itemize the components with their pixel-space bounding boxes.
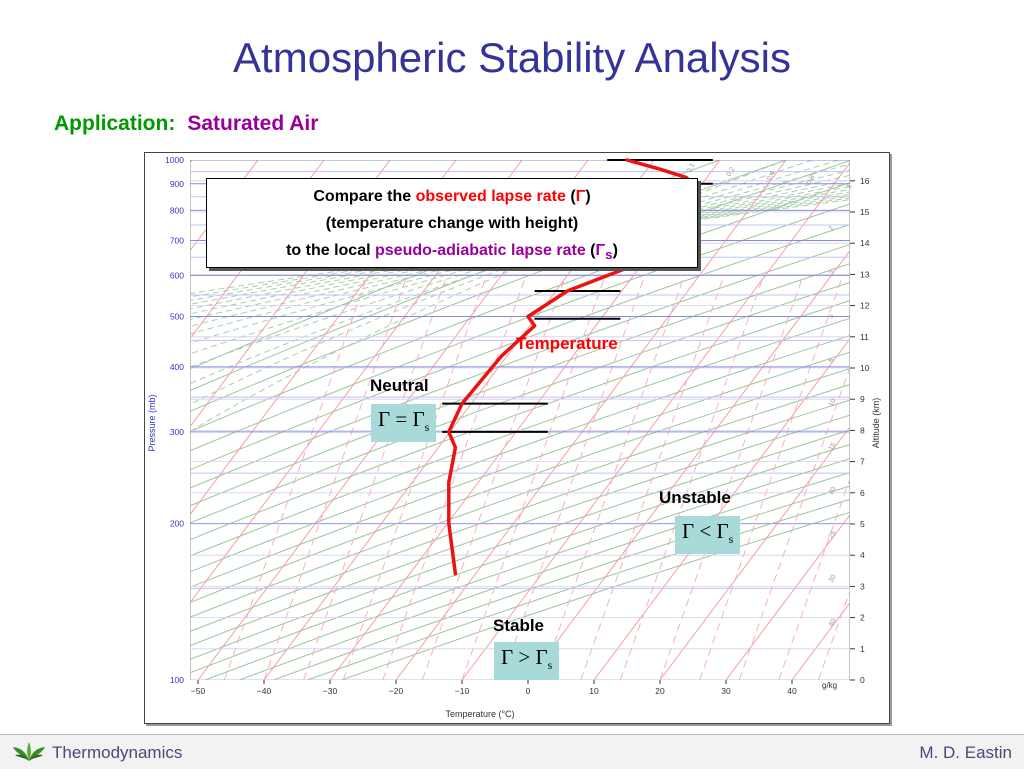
subtitle-application: Application: — [54, 112, 175, 135]
pressure-tick-label: 500 — [170, 312, 184, 322]
slide-title: Atmospheric Stability Analysis — [0, 34, 1024, 82]
pressure-tick-label: 300 — [170, 427, 184, 437]
temperature-tick-label: −10 — [455, 686, 470, 696]
altitude-tick-label: 16 — [860, 176, 870, 186]
callout-line-1: Compare the observed lapse rate (Γ) — [207, 183, 697, 210]
temperature-tick-label: 40 — [787, 686, 797, 696]
pressure-tick-label: 400 — [170, 362, 184, 372]
pseudo-adiabatic-lapse-rate: pseudo-adiabatic lapse rate — [375, 242, 586, 259]
altitude-tick-label: 2 — [860, 613, 865, 623]
neutral-label: Neutral — [370, 376, 429, 396]
gamma-s-symbol: Γs — [596, 242, 613, 259]
temperature-tick-label: −20 — [389, 686, 404, 696]
pressure-tick-label: 100 — [170, 675, 184, 685]
subtitle-topic: Saturated Air — [187, 112, 318, 135]
pressure-tick-label: 900 — [170, 179, 184, 189]
neutral-equation: Γ = Γs — [371, 404, 436, 442]
altitude-tick-label: 8 — [860, 425, 865, 435]
altitude-tick-label: 13 — [860, 269, 870, 279]
pressure-tick-label: 1000 — [165, 155, 184, 165]
altitude-tick-label: 10 — [860, 363, 870, 373]
stable-equation: Γ > Γs — [494, 642, 559, 680]
stable-label: Stable — [493, 616, 544, 636]
temperature-tick-label: −40 — [257, 686, 272, 696]
footer-course: Thermodynamics — [52, 743, 182, 763]
callout-box: Compare the observed lapse rate (Γ) (tem… — [206, 178, 698, 268]
altitude-tick-label: 6 — [860, 488, 865, 498]
altitude-tick-label: 5 — [860, 519, 865, 529]
altitude-tick-label: 9 — [860, 394, 865, 404]
altitude-tick-label: 0 — [860, 675, 865, 685]
altitude-tick-label: 4 — [860, 550, 865, 560]
altitude-axis-label: Altitude (km) — [871, 398, 881, 449]
temperature-tick-label: 0 — [526, 686, 531, 696]
callout-line-2: (temperature change with height) — [207, 210, 697, 237]
altitude-tick-label: 11 — [860, 332, 869, 342]
pressure-tick-label: 600 — [170, 270, 184, 280]
temperature-tick-label: 10 — [589, 686, 599, 696]
unstable-label: Unstable — [659, 488, 731, 508]
altitude-tick-label: 12 — [860, 301, 870, 311]
altitude-tick-label: 7 — [860, 457, 865, 467]
pressure-tick-label: 800 — [170, 205, 184, 215]
pressure-axis-label: Pressure (mb) — [147, 394, 157, 451]
mixing-ratio-unit: g/kg — [822, 681, 837, 690]
pressure-tick-label: 200 — [170, 518, 184, 528]
footer-author: M. D. Eastin — [919, 743, 1012, 763]
altitude-tick-label: 14 — [860, 238, 870, 248]
slide-subtitle: Application: Saturated Air — [54, 112, 318, 136]
gamma-symbol: Γ — [576, 188, 586, 205]
observed-lapse-rate: observed lapse rate — [416, 188, 566, 205]
temperature-tick-label: 20 — [655, 686, 665, 696]
temperature-tick-label: −30 — [323, 686, 338, 696]
leaf-logo-icon — [12, 741, 46, 763]
temperature-label: Temperature — [516, 334, 618, 354]
footer-bar: Thermodynamics M. D. Eastin — [0, 734, 1024, 769]
altitude-tick-label: 1 — [860, 644, 865, 654]
temperature-axis-label: Temperature (°C) — [445, 709, 514, 719]
temperature-tick-label: 30 — [721, 686, 731, 696]
pressure-tick-label: 700 — [170, 236, 184, 246]
temperature-tick-label: −50 — [191, 686, 206, 696]
altitude-tick-label: 3 — [860, 581, 865, 591]
unstable-equation: Γ < Γs — [675, 516, 740, 554]
callout-line-3: to the local pseudo-adiabatic lapse rate… — [207, 237, 697, 268]
altitude-tick-label: 15 — [860, 207, 870, 217]
